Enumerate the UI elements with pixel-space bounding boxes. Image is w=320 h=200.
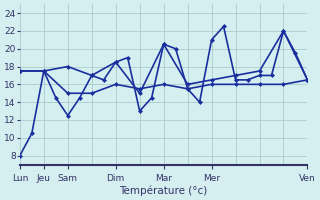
- X-axis label: Température (°c): Température (°c): [120, 185, 208, 196]
